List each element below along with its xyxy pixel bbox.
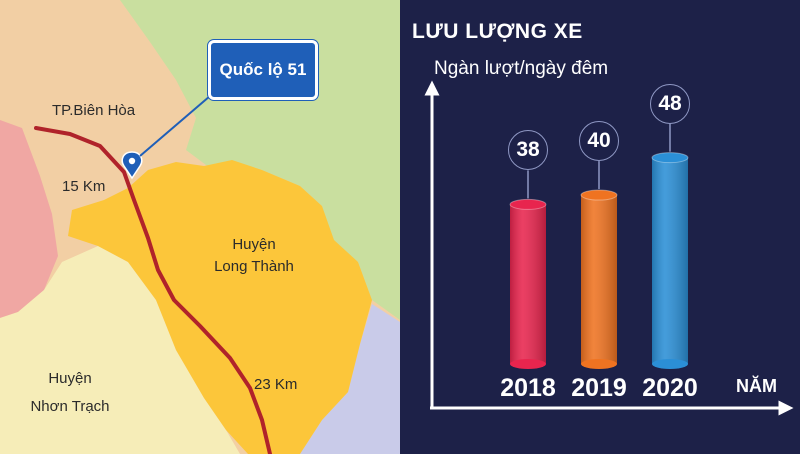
label-long-thanh-1: Huyện — [232, 236, 276, 253]
map-svg — [0, 0, 400, 454]
chart-svg — [424, 80, 794, 416]
bar-2018 — [509, 170, 547, 369]
label-distance-23km: 23 Km — [254, 376, 298, 393]
value-label-2020: 48 — [650, 83, 690, 124]
map-panel: Quốc lộ 51 TP.Biên Hòa 15 Km Huyện Long … — [0, 0, 400, 454]
map-land-green — [120, 0, 400, 320]
label-nhon-trach-2: Nhơn Trạch — [30, 398, 110, 415]
value-label-2018: 38 — [508, 130, 548, 171]
value-label-2019: 40 — [579, 121, 619, 162]
highway-callout: Quốc lộ 51 — [208, 40, 318, 100]
map-land-pink — [0, 120, 58, 318]
bar-base-2020 — [652, 359, 688, 369]
map-land-lavender — [300, 304, 400, 454]
map-land-cream — [0, 246, 240, 454]
map-pin-icon — [121, 151, 143, 180]
chart-title: LƯU LƯỢNG XE — [412, 20, 583, 43]
label-bien-hoa: TP.Biên Hòa — [52, 102, 136, 119]
callout-connector — [139, 95, 211, 157]
bar-2019 — [580, 161, 618, 369]
bar-2020 — [651, 123, 689, 369]
bar-shade-2018 — [510, 204, 546, 364]
label-long-thanh-2: Long Thành — [214, 258, 294, 275]
x-tick-2018: 2018 — [500, 374, 556, 402]
bar-shade-2019 — [581, 195, 617, 364]
bar-base-2018 — [510, 359, 546, 369]
bar-cap-2019 — [580, 189, 618, 201]
x-tick-2019: 2019 — [571, 374, 627, 402]
chart-panel: LƯU LƯỢNG XE Ngàn lượt/ngày đêm NĂM 38 20… — [400, 0, 800, 454]
bar-cap-2018 — [509, 198, 547, 210]
label-nhon-trach-1: Huyện — [48, 370, 92, 387]
bar-cap-2020 — [651, 152, 689, 164]
map-road-ql51 — [34, 126, 272, 454]
x-axis-label: NĂM — [736, 376, 777, 396]
bar-shade-2020 — [652, 157, 688, 364]
label-distance-15km: 15 Km — [62, 178, 106, 195]
x-tick-2020: 2020 — [642, 374, 698, 402]
bar-group — [509, 123, 689, 369]
y-axis-label: Ngàn lượt/ngày đêm — [434, 58, 609, 79]
map-land-orange — [68, 160, 372, 454]
bar-base-2019 — [581, 359, 617, 369]
